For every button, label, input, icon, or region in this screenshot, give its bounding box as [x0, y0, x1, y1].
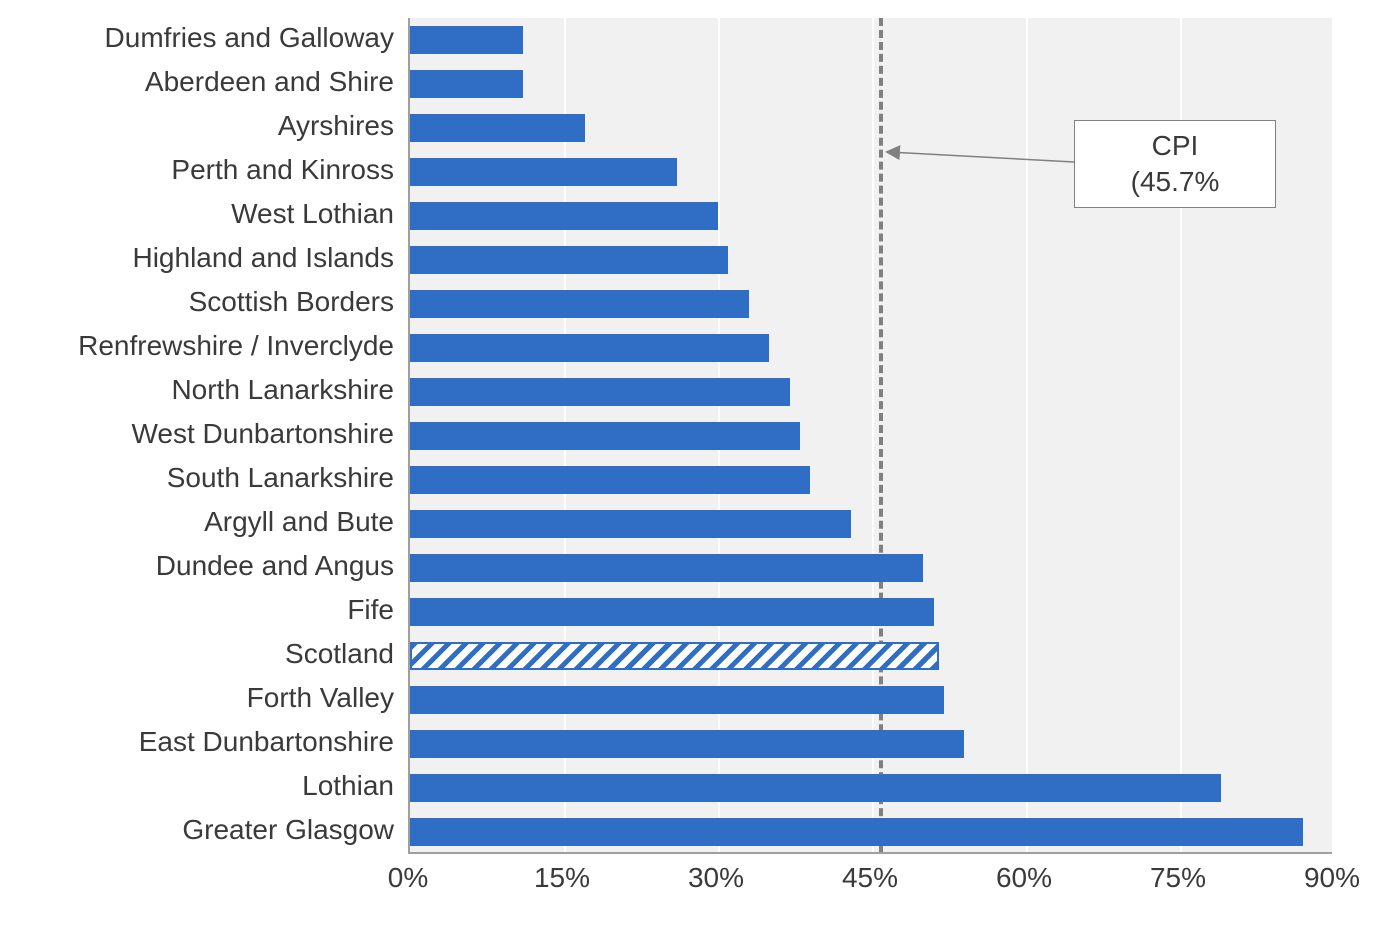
bar-row: [410, 334, 1332, 362]
y-axis-label: West Lothian: [231, 198, 394, 230]
chart-container: Dumfries and Galloway Aberdeen and Shire A…: [0, 0, 1394, 926]
y-axis-label: Ayrshires: [278, 110, 394, 142]
cpi-callout-line1: CPI: [1152, 128, 1199, 164]
bar: [410, 510, 851, 538]
y-axis-label: Highland and Islands: [132, 242, 394, 274]
bar: [410, 334, 769, 362]
x-tick-label: 30%: [688, 862, 744, 894]
bar: [410, 114, 585, 142]
bar: [410, 158, 677, 186]
y-axis-label: Scottish Borders: [189, 286, 394, 318]
bar-row: [410, 422, 1332, 450]
y-axis-label: Dundee and Angus: [156, 550, 394, 582]
y-axis-label: Dumfries and Galloway: [105, 22, 394, 54]
bar: [410, 290, 749, 318]
bar-row: [410, 378, 1332, 406]
y-axis-label: Perth and Kinross: [171, 154, 394, 186]
bar-row: [410, 818, 1332, 846]
bar-row: [410, 70, 1332, 98]
bar-row: [410, 730, 1332, 758]
x-tick-label: 15%: [534, 862, 590, 894]
x-tick-label: 45%: [842, 862, 898, 894]
cpi-callout-line2: (45.7%: [1131, 164, 1220, 200]
gridline: [1334, 18, 1336, 852]
bar-row: [410, 686, 1332, 714]
y-axis-label: South Lanarkshire: [167, 462, 394, 494]
y-axis-label: Lothian: [302, 770, 394, 802]
bar: [410, 642, 939, 670]
bar: [410, 554, 923, 582]
bar-row: [410, 642, 1332, 670]
x-tick-label: 90%: [1304, 862, 1360, 894]
y-axis-label: Renfrewshire / Inverclyde: [78, 330, 394, 362]
bar: [410, 70, 523, 98]
bar: [410, 686, 944, 714]
bar-row: [410, 246, 1332, 274]
y-axis-label: East Dunbartonshire: [139, 726, 394, 758]
bar: [410, 730, 964, 758]
bar-row: [410, 466, 1332, 494]
y-axis-label: West Dunbartonshire: [132, 418, 395, 450]
bar-row: [410, 290, 1332, 318]
bar-row: [410, 554, 1332, 582]
bar: [410, 598, 934, 626]
y-axis-label: Fife: [347, 594, 394, 626]
cpi-callout-box: CPI (45.7%: [1074, 120, 1276, 208]
bar-row: [410, 598, 1332, 626]
y-axis-label: Greater Glasgow: [182, 814, 394, 846]
bar: [410, 818, 1303, 846]
x-tick-label: 0%: [388, 862, 428, 894]
bar-row: [410, 26, 1332, 54]
y-axis-label: Scotland: [285, 638, 394, 670]
y-axis-label: Forth Valley: [247, 682, 394, 714]
bar-row: [410, 510, 1332, 538]
bar: [410, 422, 800, 450]
y-axis-label: Argyll and Bute: [204, 506, 394, 538]
bar-row: [410, 774, 1332, 802]
bar: [410, 466, 810, 494]
y-axis-label: Aberdeen and Shire: [145, 66, 394, 98]
bar: [410, 26, 523, 54]
x-tick-label: 60%: [996, 862, 1052, 894]
bar: [410, 774, 1221, 802]
bar: [410, 378, 790, 406]
x-tick-label: 75%: [1150, 862, 1206, 894]
bar: [410, 202, 718, 230]
y-axis-label: North Lanarkshire: [171, 374, 394, 406]
bar: [410, 246, 728, 274]
